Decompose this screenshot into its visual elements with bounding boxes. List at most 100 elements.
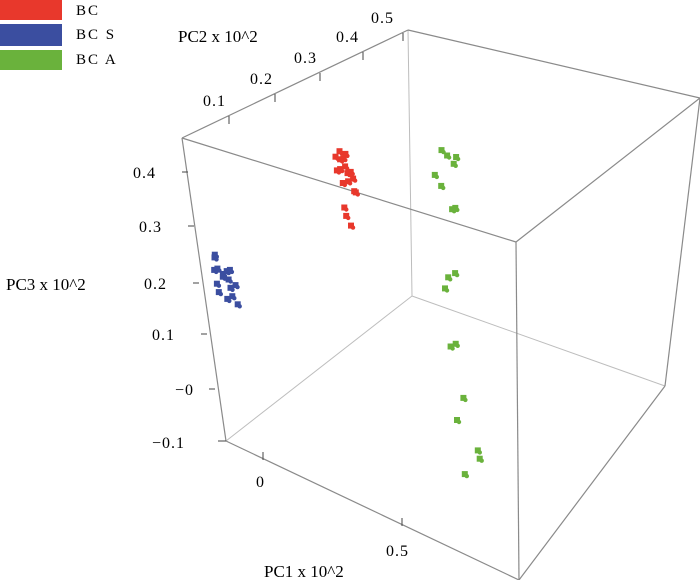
data-point-marker [214,257,219,262]
data-point [352,189,359,196]
data-point [452,340,459,347]
data-point [333,167,340,174]
data-point-marker [218,291,223,297]
data-point [431,171,438,178]
y-tick-label: 0.2 [250,71,273,88]
data-point [450,160,457,167]
z-tick-label: 0.1 [152,327,175,344]
data-point-marker [230,287,235,292]
data-point [225,276,232,283]
data-point [211,254,218,261]
z-tick-label: −0 [175,382,194,399]
legend-swatch-bc [0,0,62,20]
legend-label-bcs: BC S [76,27,116,43]
data-point [474,447,481,454]
edge-left-vertical [181,137,227,442]
data-point [347,168,354,175]
edge-top-right [515,97,700,243]
data-point-marker [450,346,455,351]
data-point [234,301,241,308]
y-tick-label: 0.4 [336,29,359,46]
data-point-marker [455,343,460,348]
data-point [461,471,468,478]
edge-top-back [407,29,700,99]
z-axis-title: PC3 x 10^2 [6,275,86,294]
legend-swatch-bca [0,50,62,70]
box-back-edges [225,29,666,442]
data-point [211,266,218,273]
data-point [223,268,230,275]
data-points [211,147,484,479]
y-axis-title: PC2 x 10^2 [178,27,258,46]
box-edges [181,29,700,580]
data-point [345,178,352,185]
z-tick-label: 0.2 [144,276,167,293]
series-bc-a [431,147,484,479]
edge-bottom-right [518,385,666,580]
edge-back-bottom-right [411,295,666,387]
data-point-marker [464,473,469,479]
data-point-marker [477,450,482,455]
data-point [449,206,456,213]
data-point-marker [222,276,227,281]
data-point-marker [451,209,457,214]
data-point [447,343,454,350]
y-tick-label: 0.5 [371,10,394,27]
data-point [340,155,347,162]
edge-back-bottom-left [225,295,413,442]
data-point-marker [336,170,342,175]
edge-bottom-front [225,440,520,580]
data-point [442,285,448,292]
z-tick-label: 0.4 [133,165,156,182]
data-point-marker [441,185,446,191]
edge-back-vertical [407,29,413,297]
data-point [438,182,445,189]
data-point-marker [344,207,349,212]
data-point-marker [227,298,232,304]
data-point [343,212,350,219]
y-tick-label: 0.1 [203,93,226,110]
legend-label-bc: BC [76,3,100,19]
data-point [350,175,357,182]
edge-top-front [181,137,517,243]
data-point-marker [216,283,222,288]
data-point [452,204,459,211]
data-point-marker [444,288,450,293]
data-point [227,284,234,291]
data-point [444,152,451,159]
data-point-marker [455,156,461,162]
data-point-marker [463,397,468,403]
data-point-marker [347,181,353,186]
data-point [348,222,354,229]
data-point-marker [350,225,356,230]
x-axis-title: PC1 x 10^2 [264,562,344,580]
data-point [229,293,236,300]
data-point-marker [355,192,360,197]
tick-marks [182,33,404,526]
data-point [337,156,344,163]
legend-swatch-bcs [0,24,62,46]
edge-front-vertical [515,241,520,580]
data-point-marker [339,159,345,164]
x-tick-label: 0 [256,474,265,491]
series-bc-s [211,251,242,309]
data-point [476,455,483,462]
data-point-marker [237,304,242,309]
data-point-marker [350,171,355,177]
legend-label-bca: BC A [76,52,118,68]
data-point-marker [345,153,350,159]
data-point [341,204,348,211]
data-point [339,180,346,186]
data-point-marker [228,279,233,284]
data-point [342,163,349,170]
data-point-marker [229,269,235,275]
z-tick-label: 0.3 [139,219,162,236]
legend: BC BC S BC A [0,0,118,70]
data-point [226,266,233,273]
y-tick-labels: 0.1 0.2 0.3 0.4 0.5 [203,10,394,110]
data-point-marker [456,419,462,425]
data-point [460,394,467,401]
data-point-marker [235,284,240,290]
data-point [336,148,343,155]
data-point [214,265,221,272]
